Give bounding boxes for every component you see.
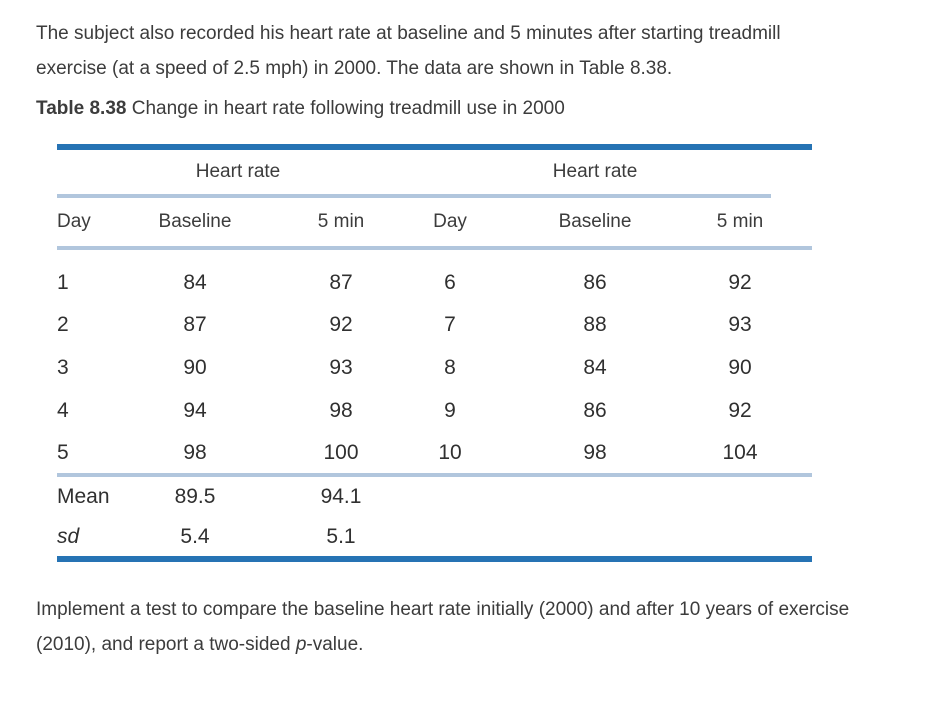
cell-5min: 98	[329, 398, 353, 422]
summary-sd-5min: 5.1	[326, 524, 356, 548]
summary-sd-baseline: 5.4	[180, 524, 210, 548]
spacer-cell	[771, 303, 812, 346]
task-line-2: (2010), and report a two-sided p-value.	[36, 627, 912, 662]
cell-5min: 93	[329, 355, 353, 379]
document-page: The subject also recorded his heart rate…	[36, 16, 912, 662]
cell-baseline: 98	[127, 432, 263, 477]
column-header-5min-right: 5 min	[709, 196, 772, 250]
summary-label-mean: Mean	[57, 485, 110, 508]
table-caption-text: Change in heart rate following treadmill…	[126, 98, 565, 119]
cell-day: 2	[57, 312, 69, 336]
spacer-cell	[771, 432, 813, 477]
spanner-row: Heart rate Heart rate	[57, 147, 812, 198]
intro-line-2: exercise (at a speed of 2.5 mph) in 2000…	[36, 58, 673, 79]
intro-paragraph: The subject also recorded his heart rate…	[36, 16, 912, 86]
spacer-cell	[771, 475, 812, 517]
cell-5min: 92	[728, 398, 752, 422]
cell-day: 10	[419, 432, 482, 477]
cell-5min: 93	[728, 312, 752, 336]
summary-row-mean: Mean 89.5 94.1	[57, 475, 812, 517]
spanner-heart-rate-right: Heart rate	[419, 147, 772, 198]
table-row: 4 94 98 9 86 92	[57, 389, 812, 432]
empty-cell	[481, 475, 709, 517]
empty-cell	[419, 475, 481, 517]
spacer-cell	[771, 248, 812, 303]
summary-label-sd: sd	[57, 524, 80, 548]
cell-baseline: 86	[583, 270, 607, 294]
intro-line-1: The subject also recorded his heart rate…	[36, 23, 781, 44]
empty-cell	[709, 517, 771, 559]
cell-day: 5	[57, 432, 127, 477]
spanner-heart-rate-left: Heart rate	[57, 147, 420, 198]
cell-day: 6	[444, 270, 456, 294]
summary-mean-baseline: 89.5	[174, 485, 216, 508]
cell-5min: 104	[709, 432, 772, 477]
cell-day: 1	[57, 270, 69, 294]
spacer-cell	[771, 147, 812, 196]
column-header-row: Day Baseline 5 min Day Baseline 5 min	[57, 196, 813, 250]
column-header-baseline-left: Baseline	[127, 196, 263, 250]
cell-5min: 92	[728, 270, 752, 294]
spacer-cell	[771, 517, 812, 559]
column-header-5min-left: 5 min	[263, 196, 420, 250]
table-caption-label: Table 8.38	[36, 98, 127, 119]
cell-day: 8	[444, 355, 456, 379]
cell-baseline: 98	[481, 432, 710, 477]
empty-cell	[481, 517, 709, 559]
task-line-2-pvalue-italic: p	[295, 634, 307, 655]
task-line-2-post: -value.	[306, 634, 364, 655]
cell-baseline: 84	[583, 355, 607, 379]
cell-day: 7	[444, 312, 456, 336]
task-line-1: Implement a test to compare the baseline…	[36, 599, 850, 620]
summary-mean-5min: 94.1	[320, 485, 362, 508]
cell-baseline: 94	[183, 398, 207, 422]
empty-cell	[709, 475, 771, 517]
cell-day: 3	[57, 355, 69, 379]
column-header-day-left: Day	[57, 196, 127, 250]
table-row: 3 90 93 8 84 90	[57, 346, 812, 389]
column-header-baseline-right: Baseline	[481, 196, 710, 250]
cell-baseline: 87	[183, 312, 207, 336]
summary-row-sd: sd 5.4 5.1	[57, 517, 812, 559]
cell-day: 9	[444, 398, 456, 422]
cell-baseline: 90	[183, 355, 207, 379]
empty-cell	[419, 517, 481, 559]
task-paragraph: Implement a test to compare the baseline…	[36, 592, 912, 662]
cell-day: 4	[57, 398, 69, 422]
cell-5min: 87	[329, 270, 353, 294]
table-row: 2 87 92 7 88 93	[57, 303, 812, 346]
cell-baseline: 88	[583, 312, 607, 336]
spacer-cell	[771, 346, 812, 389]
cell-baseline: 86	[583, 398, 607, 422]
spacer-cell	[771, 389, 812, 432]
cell-5min: 100	[263, 432, 420, 477]
cell-baseline: 84	[183, 270, 207, 294]
spacer-cell	[771, 196, 813, 250]
table-row: 1 84 87 6 86 92	[57, 248, 812, 303]
table-caption: Table 8.38 Change in heart rate followin…	[36, 94, 912, 124]
table-row: 5 98 100 10 98 104	[57, 432, 813, 477]
cell-5min: 92	[329, 312, 353, 336]
column-header-day-right: Day	[419, 196, 482, 250]
heart-rate-table: Heart rate Heart rate Day Baseline 5 min…	[57, 144, 813, 562]
cell-5min: 90	[728, 355, 752, 379]
task-line-2-pre: (2010), and report a two-sided	[36, 634, 296, 655]
